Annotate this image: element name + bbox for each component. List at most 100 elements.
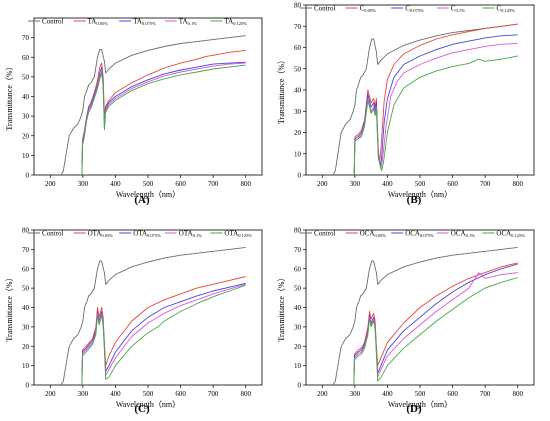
x-tick-label: 600: [447, 180, 458, 188]
legend-entry: Control: [42, 230, 63, 238]
legend-subscript: 0.05%: [101, 233, 113, 238]
x-tick-label: 700: [480, 390, 491, 398]
legend-subscript: 0.075%: [147, 233, 161, 238]
legend-subscript: 0.05%: [364, 8, 376, 13]
legend-subscript: 0.05%: [96, 21, 108, 26]
series-line-ota-4: [81, 284, 246, 386]
x-tick-label: 400: [110, 180, 121, 188]
legend-entry: C0.05%: [360, 5, 377, 14]
x-tick-label: 800: [240, 390, 251, 398]
y-tick-label: 20: [294, 343, 302, 351]
x-tick-label: 300: [350, 390, 361, 398]
series-line-ta-3: [81, 62, 246, 176]
y-tick-label: 10: [22, 362, 30, 370]
legend-entry: Control: [42, 18, 63, 26]
x-tick-label: 300: [78, 180, 89, 188]
y-tick-label: 30: [22, 323, 30, 331]
y-tick-label: 40: [22, 93, 30, 101]
series-line-oca-4: [353, 277, 518, 386]
legend-entry: Control: [314, 5, 335, 13]
legend-subscript: 0.1%: [193, 233, 203, 238]
x-tick-label: 400: [382, 180, 393, 188]
x-tick-label: 400: [110, 390, 121, 398]
chart-panel-d: 200 300 400 500 600 700 800 0 10 20 30 40 50 60 70 80 Wa…: [277, 227, 535, 415]
chart-panel-b: 200 300 400 500 600 700 800 0 10 20 30 40 50 60 70 80 Wa…: [277, 2, 535, 206]
chart-panel-a: 200 300 400 500 600 700 800 0 10 20 30 40 50 60 70 Wave…: [5, 18, 263, 206]
y-tick-label: 0: [298, 382, 302, 390]
x-tick-label: 200: [45, 180, 56, 188]
legend-entry: C0.1%: [451, 5, 465, 14]
x-axis-label: Wavelength（nm）: [116, 400, 180, 409]
x-tick-label: 800: [512, 390, 523, 398]
legend-entry: TA0.1%: [179, 18, 197, 27]
legend-entry: OTA0.075%: [133, 230, 161, 239]
y-tick-label: 80: [294, 227, 302, 235]
y-tick-label: 80: [22, 227, 30, 235]
y-axis-label: Transmittance（%）: [277, 273, 286, 341]
legend-entry: OTA0.1%: [179, 230, 202, 239]
legend-entry: TA0.125%: [224, 18, 247, 27]
panel-label: (A): [134, 194, 150, 206]
y-tick-label: 60: [294, 265, 302, 273]
series-line-c-4: [353, 55, 518, 176]
series-line-c-2: [353, 34, 518, 176]
y-tick-label: 0: [298, 172, 302, 180]
plot-frame: [305, 4, 535, 176]
y-tick-label: 30: [294, 108, 302, 116]
chart-panel-c: 200 300 400 500 600 700 800 0 10 20 30 40 50 60 70 80 Wa…: [5, 227, 263, 415]
y-tick-label: 70: [22, 246, 30, 254]
legend-subscript: 0.1%: [455, 8, 465, 13]
x-tick-label: 800: [240, 180, 251, 188]
x-tick-label: 700: [480, 180, 491, 188]
y-axis-label: Transmittance（%）: [277, 56, 286, 124]
y-tick-label: 50: [22, 285, 30, 293]
legend-entry: OCA0.1%: [451, 230, 475, 239]
y-tick-label: 10: [294, 150, 302, 158]
legend-entry: OTA0.125%: [224, 230, 252, 239]
x-tick-label: 200: [45, 390, 56, 398]
legend-entry: OCA0.05%: [360, 230, 387, 239]
x-tick-label: 600: [175, 180, 186, 188]
y-tick-label: 70: [22, 34, 30, 42]
y-tick-label: 0: [26, 172, 30, 180]
series-line-ota-2: [81, 282, 246, 386]
x-axis-label: Wavelength（nm）: [388, 190, 452, 199]
legend-entry: OTA0.05%: [88, 230, 114, 239]
series-line-oca-3: [353, 272, 518, 386]
y-tick-label: 50: [294, 285, 302, 293]
series-line-ta-1: [81, 49, 246, 176]
x-tick-label: 500: [415, 180, 426, 188]
x-tick-label: 200: [317, 390, 328, 398]
y-tick-label: 50: [294, 65, 302, 73]
x-tick-label: 500: [143, 180, 154, 188]
y-tick-label: 10: [22, 152, 30, 160]
x-tick-label: 500: [143, 390, 154, 398]
x-tick-label: 300: [350, 180, 361, 188]
legend-entry: TA0.05%: [88, 18, 109, 27]
y-tick-label: 70: [294, 23, 302, 31]
x-tick-label: 700: [208, 180, 219, 188]
series-line-control: [60, 35, 246, 176]
series-line-c-1: [353, 23, 518, 176]
y-tick-label: 40: [294, 87, 302, 95]
x-tick-label: 200: [317, 180, 328, 188]
legend-subscript: 0.1%: [466, 233, 476, 238]
legend-entry: OCA0.075%: [405, 230, 434, 239]
series-line-oca-1: [353, 262, 518, 386]
x-axis-label: Wavelength（nm）: [116, 190, 180, 199]
legend-subscript: 0.125%: [238, 233, 252, 238]
y-tick-label: 10: [294, 362, 302, 370]
legend-subscript: 0.125%: [501, 8, 515, 13]
panel-label: (D): [406, 403, 422, 415]
y-tick-label: 70: [294, 246, 302, 254]
y-tick-label: 20: [22, 132, 30, 140]
legend-entry: OCA0.125%: [496, 230, 525, 239]
x-tick-label: 600: [175, 390, 186, 398]
y-tick-label: 60: [22, 265, 30, 273]
legend-entry: TA0.075%: [133, 18, 156, 27]
series-line-ta-4: [81, 64, 246, 176]
y-axis-label: Transmittance（%）: [5, 273, 14, 341]
series-line-control: [332, 23, 518, 176]
y-tick-label: 20: [294, 129, 302, 137]
